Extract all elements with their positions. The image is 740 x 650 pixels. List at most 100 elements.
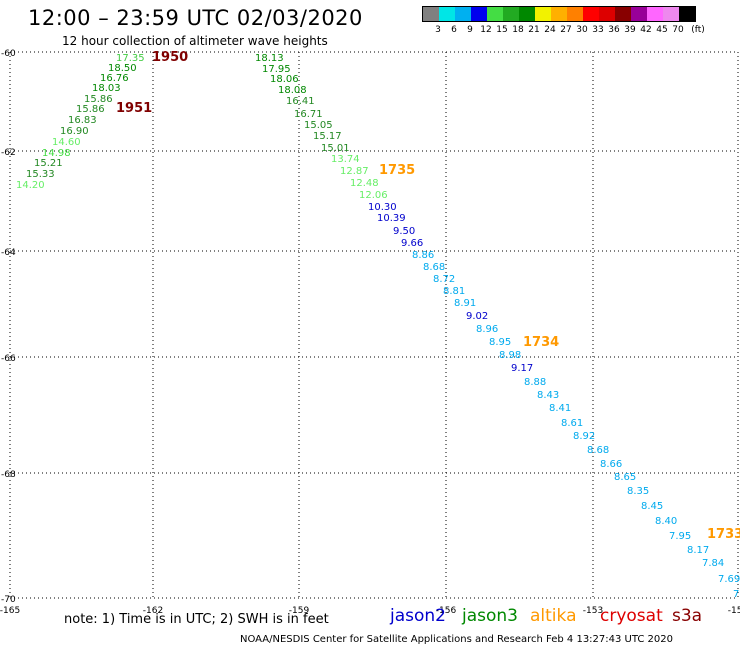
legend-jason3: jason3 [462,606,518,626]
wave-height-value: 8.81 [443,286,465,297]
scale-label: 9 [467,25,473,35]
pass-time-label: 1951 [116,101,152,116]
scale-swatch-13 [631,7,647,21]
wave-height-value: 15.86 [84,94,113,105]
credit-footer: NOAA/NESDIS Center for Satellite Applica… [240,634,673,645]
wave-height-value: 8.95 [489,337,511,348]
wave-height-value: 15.21 [34,158,63,169]
legend-jason2: jason2 [390,606,446,626]
color-scale-bar [422,6,696,22]
scale-swatch-7 [535,7,551,21]
scale-label: 24 [544,25,556,35]
wave-height-value: 7.84 [702,558,724,569]
lat-label: -64 [1,248,16,258]
scale-swatch-5 [503,7,519,21]
scale-swatch-2 [455,7,471,21]
wave-height-value: 12.87 [340,166,369,177]
wave-height-value: 12.48 [350,178,379,189]
scale-swatch-10 [583,7,599,21]
scale-label: 42 [640,25,652,35]
page-title: 12:00 – 23:59 UTC 02/03/2020 [28,6,363,30]
wave-height-value: 8.66 [600,459,622,470]
wave-height-value: 17.95 [262,64,291,75]
lon-label: -162 [143,606,163,616]
scale-label: 33 [592,25,604,35]
scale-label: 27 [560,25,572,35]
legend-s3a: s3a [672,606,703,626]
scale-swatch-6 [519,7,535,21]
scale-label: 12 [480,25,492,35]
scale-swatch-16 [679,7,695,21]
wave-height-value: 18.13 [255,53,284,64]
wave-height-value: 7 [733,589,739,600]
wave-height-value: 18.08 [278,85,307,96]
wave-height-value: 15.17 [313,131,342,142]
lat-label: -70 [1,595,16,605]
wave-height-value: 8.65 [614,472,636,483]
scale-swatch-14 [647,7,663,21]
wave-height-value: 18.06 [270,74,299,85]
wave-height-value: 8.45 [641,501,663,512]
wave-height-value: 10.39 [377,213,406,224]
wave-height-value: 9.17 [511,363,533,374]
scale-label: 70 [672,25,684,35]
wave-height-value: 15.33 [26,169,55,180]
wave-height-value: 8.68 [587,445,609,456]
wave-height-value: 8.96 [476,324,498,335]
wave-height-value: 8.61 [561,418,583,429]
color-scale-labels: 3 6 9 12 15 18 21 24 27 30 33 36 39 42 45 70 (ft) [422,22,705,36]
wave-height-value: 16.41 [286,96,315,107]
scale-swatch-15 [663,7,679,21]
map-grid [9,51,739,599]
wave-height-value: 15.01 [321,143,350,154]
scale-swatch-0 [423,7,439,21]
pass-time-label: 1950 [152,50,188,65]
legend-altika: altika [530,606,577,626]
wave-height-value: 9.66 [401,238,423,249]
lon-label: -156 [436,606,457,616]
wave-height-value: 10.30 [368,202,397,213]
wave-height-value: 16.90 [60,126,89,137]
scale-swatch-9 [567,7,583,21]
scale-label: 18 [512,25,524,35]
scale-label: 15 [496,25,508,35]
lat-label: -62 [1,148,16,158]
lon-label: -165 [0,606,20,616]
lon-label: -150 [728,606,740,616]
pass-time-label: 1733 [707,527,740,542]
wave-height-value: 14.60 [52,137,81,148]
pass-time-labels: 1950 1951 1735 1734 1733 [116,50,740,542]
scale-unit-label: (ft) [691,25,705,35]
wave-height-value: 9.50 [393,226,415,237]
wave-height-value: 8.98 [499,350,521,361]
axis-labels: -60 -62 -64 -66 -68 -70-165 -162 -159 -156 -153 -1… [0,49,740,616]
scale-swatch-8 [551,7,567,21]
wave-height-value: 8.72 [433,274,455,285]
scale-swatch-3 [471,7,487,21]
scale-label: 45 [656,25,668,35]
observations-layer: 17.3518.5016.7618.0315.8615.8616.8316.90… [16,53,740,600]
legend-cryosat: cryosat [600,606,663,626]
scale-label: 6 [451,25,457,35]
wave-height-value: 16.83 [68,115,97,126]
pass-time-label: 1735 [379,163,415,178]
wave-height-value: 8.41 [549,403,571,414]
wave-height-value: 8.88 [524,377,546,388]
scale-swatch-1 [439,7,455,21]
wave-height-value: 16.76 [100,73,129,84]
wave-height-value: 7.95 [669,531,691,542]
scale-label: 39 [624,25,636,35]
scale-label: 30 [576,25,588,35]
lon-label: -159 [289,606,310,616]
wave-height-value: 8.40 [655,516,677,527]
wave-height-value: 8.92 [573,431,595,442]
wave-height-value: 18.50 [108,63,137,74]
wave-height-value: 8.91 [454,298,476,309]
wave-height-value: 15.86 [76,104,105,115]
wave-height-value: 8.17 [687,545,709,556]
scale-label: 36 [608,25,620,35]
scale-swatch-4 [487,7,503,21]
page-subtitle: 12 hour collection of altimeter wave hei… [62,34,328,48]
wave-height-value: 18.03 [92,83,121,94]
